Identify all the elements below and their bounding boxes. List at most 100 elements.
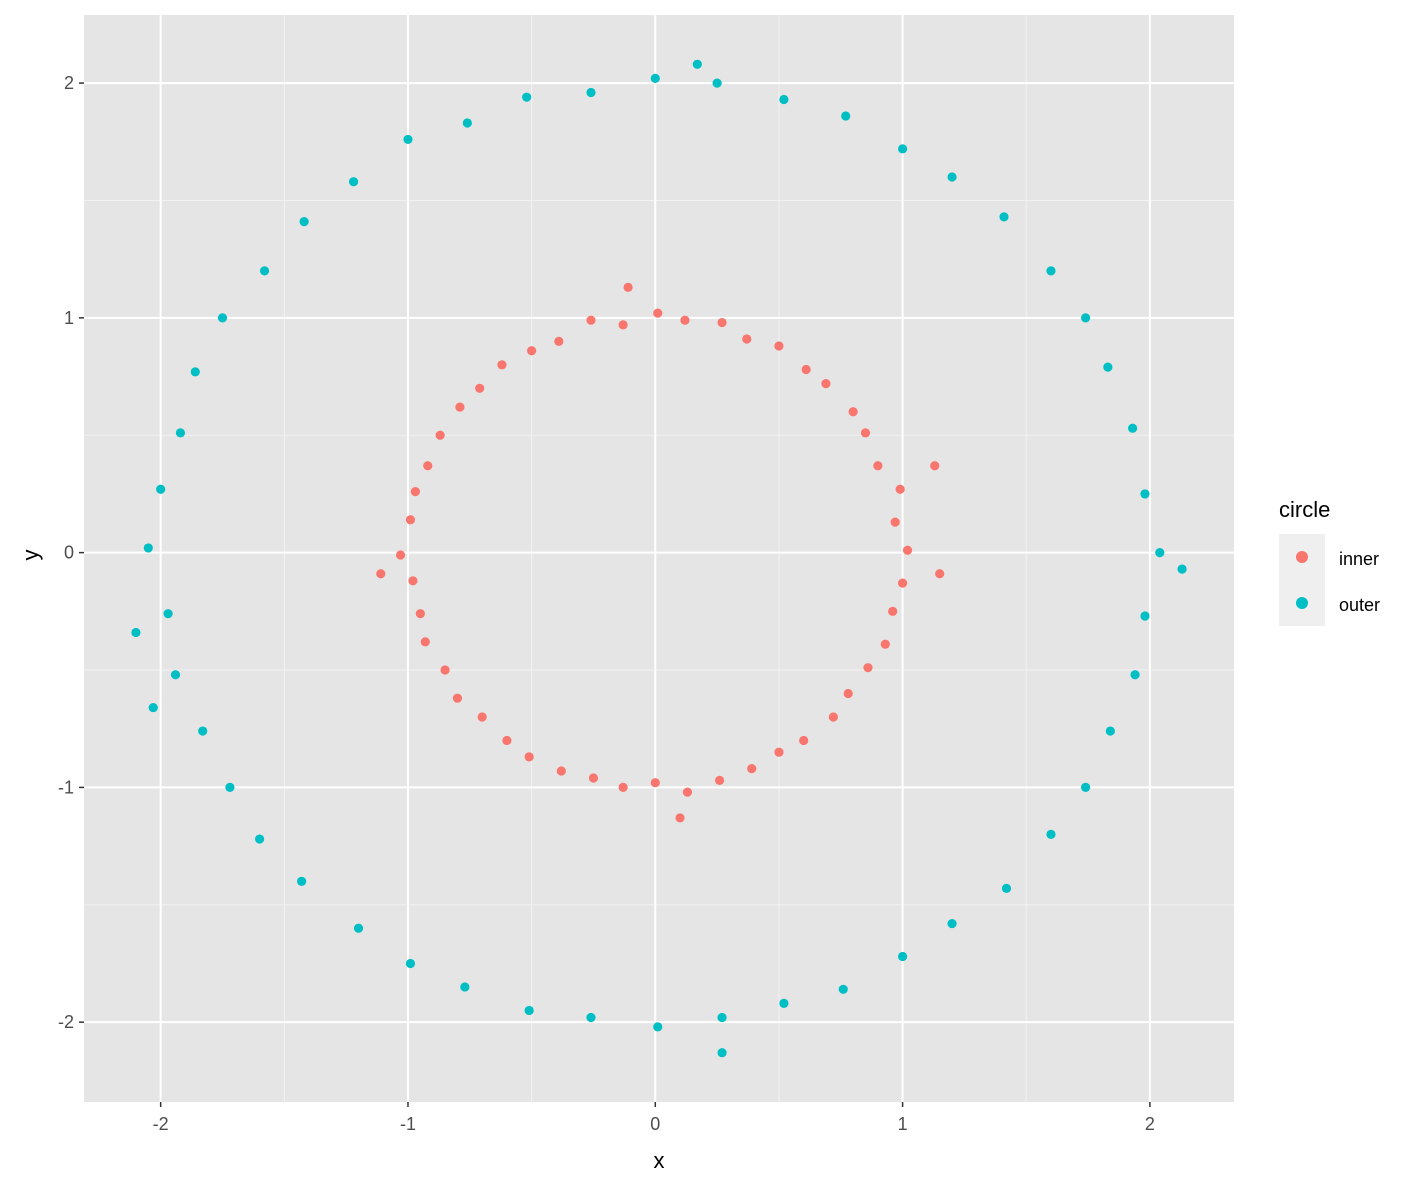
point-outer (586, 1012, 596, 1023)
point-outer (353, 923, 364, 933)
legend-key-background (1279, 534, 1325, 626)
point-inner (898, 578, 908, 588)
point-outer (190, 367, 200, 377)
point-outer (779, 94, 789, 105)
point-inner (935, 569, 945, 579)
point-outer (1081, 313, 1091, 323)
point-outer (653, 1022, 663, 1032)
point-outer (254, 834, 265, 844)
point-inner (440, 665, 450, 675)
point-inner (497, 360, 507, 370)
y-tick-label: -2 (58, 1012, 74, 1032)
point-inner (888, 606, 898, 616)
point-inner (502, 735, 512, 746)
point-outer (1177, 564, 1187, 574)
point-inner (435, 430, 445, 440)
y-tick-label: -1 (58, 777, 74, 797)
legend-title: circle (1279, 497, 1330, 522)
point-inner (682, 787, 693, 797)
point-outer (460, 982, 470, 992)
y-tick-label: 1 (64, 308, 74, 328)
point-inner (873, 461, 883, 471)
legend-label-outer: outer (1339, 595, 1380, 615)
point-inner (554, 336, 564, 346)
point-inner (524, 752, 534, 762)
point-outer (717, 1048, 727, 1058)
point-inner (680, 315, 690, 325)
point-outer (650, 73, 660, 83)
point-inner (405, 515, 416, 525)
point-inner (848, 407, 858, 417)
point-inner (586, 315, 596, 325)
point-outer (1130, 670, 1140, 680)
point-inner (801, 364, 811, 375)
point-inner (843, 688, 853, 699)
point-outer (1103, 362, 1113, 372)
point-inner (890, 517, 900, 527)
point-outer (1128, 423, 1138, 433)
point-outer (170, 670, 181, 680)
point-inner (477, 712, 487, 722)
point-inner (452, 693, 463, 703)
grid-lines (84, 15, 1234, 1102)
point-outer (779, 998, 789, 1008)
x-tick-label: -1 (400, 1114, 416, 1134)
point-outer (586, 87, 596, 98)
x-tick-label: 2 (1145, 1114, 1155, 1134)
point-outer (175, 428, 186, 438)
point-outer (148, 702, 158, 713)
point-outer (947, 918, 957, 929)
legend-label-inner: inner (1339, 549, 1379, 569)
point-inner (828, 712, 838, 722)
point-inner (410, 486, 420, 497)
point-inner (420, 637, 430, 647)
point-inner (675, 813, 685, 823)
data-points (131, 59, 1187, 1058)
point-inner (863, 663, 873, 673)
point-outer (1140, 489, 1150, 499)
point-outer (524, 1005, 534, 1016)
point-inner (408, 576, 418, 586)
y-axis: -2 -1 0 1 2 (58, 73, 84, 1032)
point-outer (712, 78, 722, 88)
plot-panel (84, 15, 1234, 1102)
point-outer (999, 212, 1009, 222)
point-inner (527, 346, 537, 356)
x-tick-label: -2 (153, 1114, 169, 1134)
legend: circle inner outer (1279, 497, 1380, 626)
legend-key-outer (1296, 597, 1308, 609)
point-outer (1001, 883, 1012, 893)
point-outer (143, 543, 153, 553)
point-outer (1081, 782, 1091, 793)
point-outer (838, 984, 848, 994)
point-outer (348, 177, 359, 187)
point-inner (650, 778, 660, 788)
point-inner (376, 569, 386, 579)
point-outer (692, 59, 702, 69)
point-outer (297, 876, 307, 886)
point-inner (774, 341, 784, 351)
point-outer (225, 782, 235, 793)
point-outer (898, 144, 908, 154)
point-inner (395, 550, 406, 560)
point-inner (415, 609, 425, 619)
point-inner (618, 782, 628, 793)
x-axis-label: x (654, 1148, 665, 1173)
point-outer (259, 266, 270, 276)
y-tick-label: 2 (64, 73, 74, 93)
point-outer (403, 134, 413, 145)
point-outer (163, 609, 173, 619)
point-outer (717, 1012, 727, 1023)
y-axis-label: y (18, 550, 43, 561)
point-inner (821, 378, 831, 389)
point-inner (423, 461, 433, 471)
point-outer (299, 217, 309, 227)
point-inner (742, 334, 752, 344)
point-outer (841, 111, 851, 121)
point-inner (588, 773, 599, 783)
point-outer (217, 313, 228, 323)
point-inner (799, 735, 809, 746)
x-axis: -2 -1 0 1 2 (153, 1102, 1155, 1134)
point-inner (895, 484, 905, 494)
